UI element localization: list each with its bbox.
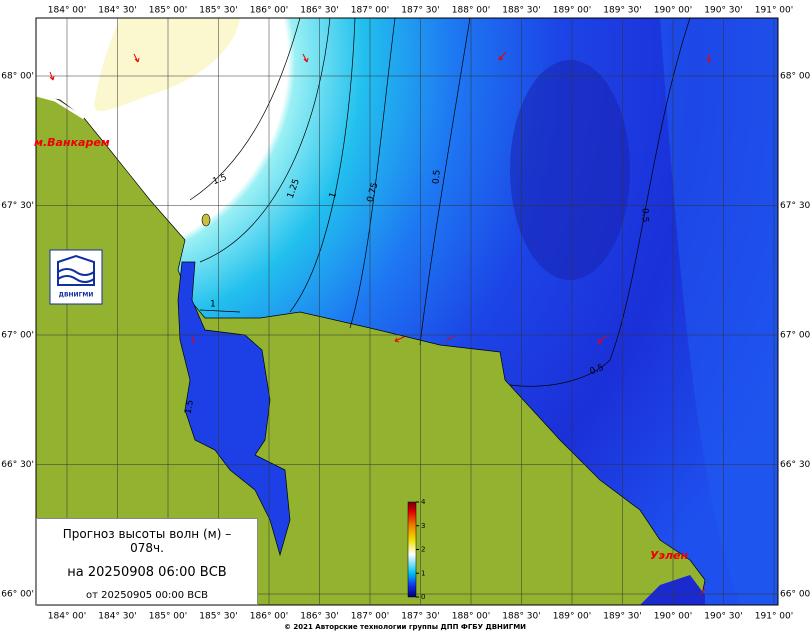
lon-label: 187° 00': [351, 6, 389, 16]
lon-label: 188° 00': [452, 612, 490, 622]
lon-label: 188° 30': [502, 6, 540, 16]
ice-area: [94, 18, 240, 112]
colorbar-tick-label: 2: [421, 546, 425, 554]
lat-label: 67° 30': [1, 201, 34, 211]
lat-label: 66° 00': [1, 590, 34, 600]
map-frame: [35, 17, 779, 606]
lon-label: 185° 00': [149, 612, 187, 622]
contour-label: 0.5: [588, 363, 605, 377]
place-label: м.Ванкарем: [34, 136, 110, 149]
contour-label: 1.5: [184, 399, 196, 415]
lat-label: 66° 30': [780, 460, 810, 470]
logo: ДВНИГМИ: [49, 249, 103, 305]
lon-label: 186° 00': [250, 6, 288, 16]
lon-label: 189° 30': [603, 612, 641, 622]
lon-label: 189° 30': [603, 6, 641, 16]
lon-label: 190° 30': [704, 6, 742, 16]
contour-label: 1: [210, 300, 216, 310]
coast-ice: [36, 93, 85, 120]
colorbar-tick-label: 1: [421, 569, 425, 577]
legend-issued: от 20250905 00:00 ВСВ: [86, 590, 208, 601]
legend-valid: на 20250908 06:00 ВСВ: [67, 565, 227, 580]
logo-text: ДВНИГМИ: [59, 292, 94, 299]
lat-label: 67° 00': [1, 331, 34, 341]
strait: [640, 575, 705, 605]
lon-label: 190° 00': [654, 612, 692, 622]
colorbar: [407, 501, 417, 598]
lon-label: 191° 00': [755, 612, 793, 622]
lat-label: 68° 00': [780, 72, 810, 82]
land: [36, 94, 706, 605]
lon-label: 184° 00': [48, 6, 86, 16]
contour-label: 0.5: [640, 208, 650, 222]
legend-title: Прогноз высоты волн (м) – 078ч.: [62, 527, 232, 555]
legend-box: Прогноз высоты волн (м) – 078ч. на 20250…: [36, 518, 258, 605]
lon-label: 185° 00': [149, 6, 187, 16]
lon-label: 185° 30': [199, 6, 237, 16]
lon-label: 184° 30': [98, 612, 136, 622]
lon-label: 188° 00': [452, 6, 490, 16]
lon-label: 186° 30': [300, 612, 338, 622]
lon-label: 186° 00': [250, 612, 288, 622]
lat-label: 67° 00': [780, 331, 810, 341]
lon-label: 184° 30': [98, 6, 136, 16]
colorbar-tick-label: 0: [421, 593, 425, 601]
lon-label: 184° 00': [48, 612, 86, 622]
place-label: Уэлен: [650, 549, 689, 562]
lat-label: 66° 30': [1, 460, 34, 470]
lon-label: 188° 30': [502, 612, 540, 622]
island: [201, 213, 211, 227]
lat-label: 67° 30': [780, 201, 810, 211]
lon-label: 189° 00': [553, 6, 591, 16]
lon-label: 187° 30': [401, 6, 439, 16]
contours: [189, 18, 691, 387]
contour-label: 1.5: [211, 173, 228, 187]
sea-band: [660, 18, 778, 605]
lon-label: 187° 30': [401, 612, 439, 622]
lon-label: 190° 00': [654, 6, 692, 16]
lon-label: 187° 00': [351, 612, 389, 622]
lon-label: 185° 30': [199, 612, 237, 622]
lat-label: 68° 00': [1, 72, 34, 82]
lon-label: 186° 30': [300, 6, 338, 16]
colorbar-tick-label: 4: [421, 498, 426, 506]
contour-label: 0.5: [432, 169, 443, 184]
footer: © 2021 Авторские технологии группы ДПП Ф…: [284, 623, 526, 631]
colorbar-ticks: 0 1 2 3 4: [416, 498, 426, 601]
contour-label: 1: [328, 191, 339, 200]
colorbar-tick-label: 3: [421, 522, 425, 530]
lat-label: 66° 00': [780, 590, 810, 600]
lon-label: 190° 30': [704, 612, 742, 622]
deep-area: [510, 60, 630, 280]
map-area: [36, 18, 778, 605]
graticule: 184° 00' 184° 00' 184° 30' 184° 30' 185° 00'…: [1, 6, 810, 622]
lon-label: 189° 00': [553, 612, 591, 622]
lon-label: 191° 00': [755, 6, 793, 16]
